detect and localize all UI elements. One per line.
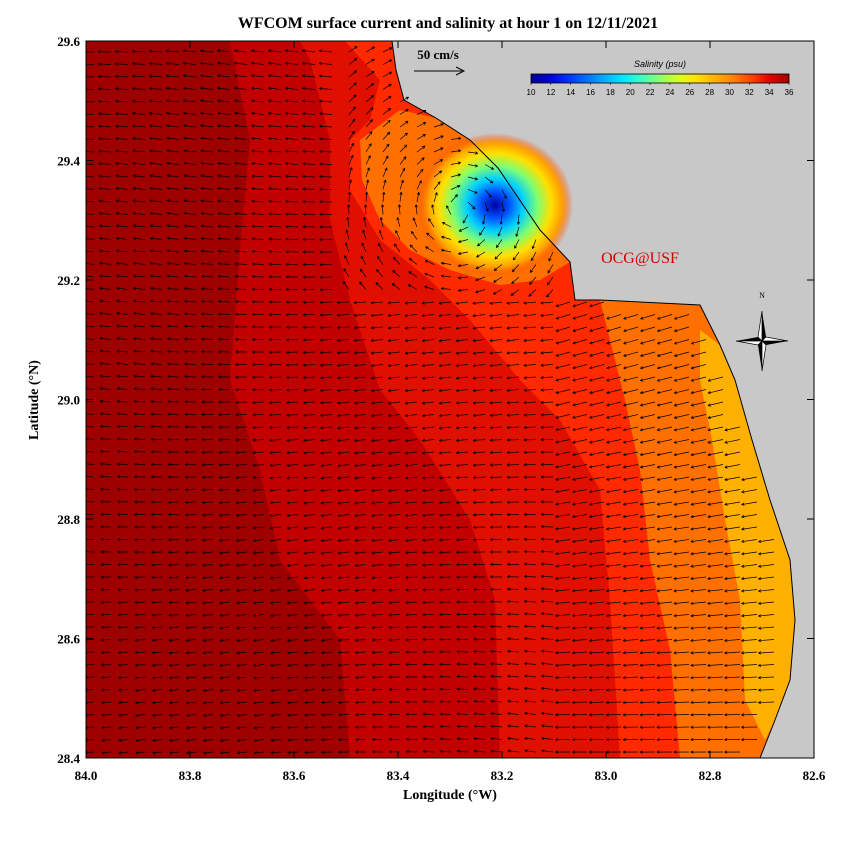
x-tick-label: 82.6 bbox=[803, 768, 826, 783]
colorbar-tick-label: 12 bbox=[546, 88, 555, 97]
y-tick-label: 28.4 bbox=[57, 751, 80, 766]
x-tick-label: 83.2 bbox=[491, 768, 514, 783]
colorbar-tick-label: 30 bbox=[725, 88, 734, 97]
x-tick-label: 82.8 bbox=[699, 768, 722, 783]
colorbar-tick-label: 32 bbox=[745, 88, 754, 97]
salinity-field-plume bbox=[700, 330, 795, 740]
coastline bbox=[391, 41, 796, 758]
colorbar-tick-label: 18 bbox=[606, 88, 615, 97]
y-axis: 29.6 29.4 29.2 29.0 28.8 28.6 28.4 bbox=[57, 34, 814, 766]
compass-rose: N bbox=[735, 291, 789, 372]
scale-arrow: 50 cm/s bbox=[414, 47, 466, 76]
colorbar-tick-label: 28 bbox=[705, 88, 714, 97]
y-tick-label: 29.6 bbox=[57, 34, 80, 49]
x-tick-label: 84.0 bbox=[75, 768, 98, 783]
credit-label: OCG@USF bbox=[601, 250, 679, 267]
y-tick-label: 28.6 bbox=[57, 632, 80, 647]
colorbar-title: Salinity (psu) bbox=[634, 59, 686, 69]
y-axis-label: Latitude (°N) bbox=[27, 360, 42, 440]
plot-area bbox=[86, 41, 814, 758]
x-axis-label: Longitude (°W) bbox=[403, 788, 497, 803]
current-arrows bbox=[86, 45, 775, 755]
x-tick-label: 83.4 bbox=[387, 768, 410, 783]
colorbar-tick-label: 34 bbox=[765, 88, 774, 97]
colorbar-ticks: 10 12 14 16 18 20 22 24 26 28 30 32 34 36 bbox=[527, 83, 794, 97]
x-axis: 84.0 83.8 83.6 83.4 83.2 83.0 82.8 82.6 bbox=[75, 41, 826, 783]
figure-title: WFCOM surface current and salinity at ho… bbox=[238, 15, 658, 32]
river-plume bbox=[417, 133, 573, 277]
scale-arrow-label: 50 cm/s bbox=[417, 47, 459, 62]
y-tick-label: 29.2 bbox=[57, 273, 80, 288]
colorbar-tick-label: 16 bbox=[586, 88, 595, 97]
compass-north-label: N bbox=[759, 291, 765, 300]
y-tick-label: 29.0 bbox=[57, 393, 80, 408]
colorbar-tick-label: 14 bbox=[566, 88, 575, 97]
colorbar-tick-label: 10 bbox=[527, 88, 536, 97]
colorbar-tick-label: 22 bbox=[646, 88, 655, 97]
y-tick-label: 28.8 bbox=[57, 512, 80, 527]
colorbar-tick-label: 26 bbox=[685, 88, 694, 97]
y-tick-label: 29.4 bbox=[57, 154, 80, 169]
x-tick-label: 83.8 bbox=[179, 768, 202, 783]
salinity-colorbar: Salinity (psu) 10 12 14 16 18 20 22 24 26 28 30 32 3… bbox=[527, 59, 794, 97]
colorbar-gradient bbox=[530, 73, 790, 84]
colorbar-tick-label: 24 bbox=[665, 88, 674, 97]
colorbar-tick-label: 36 bbox=[785, 88, 794, 97]
colorbar-tick-label: 20 bbox=[626, 88, 635, 97]
current-vectors bbox=[86, 45, 775, 755]
x-tick-label: 83.6 bbox=[283, 768, 306, 783]
x-tick-label: 83.0 bbox=[595, 768, 618, 783]
